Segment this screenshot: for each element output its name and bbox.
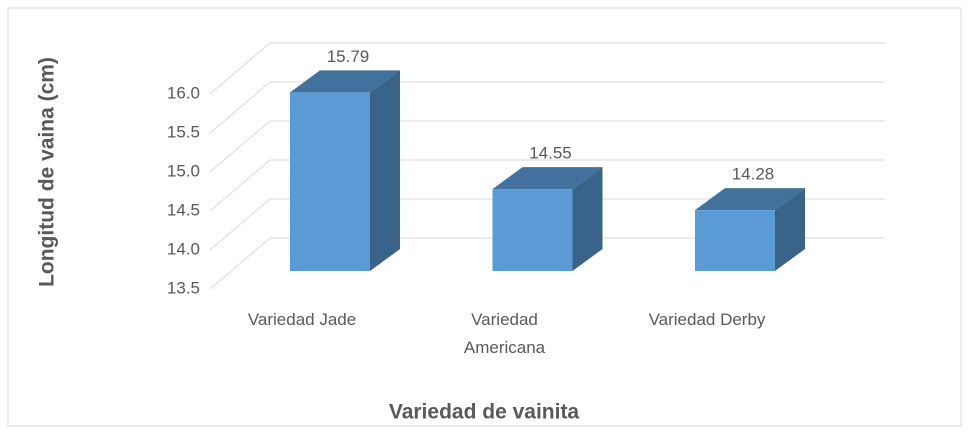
grid-line — [209, 159, 885, 212]
bar-top — [695, 188, 805, 211]
data-label: 15.79 — [327, 47, 370, 66]
grid-line — [209, 120, 885, 173]
grid-line — [209, 42, 885, 95]
x-axis-title: Variedad de vainita — [389, 401, 580, 424]
grid-line — [209, 237, 885, 290]
bar-top — [290, 70, 400, 93]
grid-line — [209, 81, 885, 134]
data-label: 14.55 — [529, 144, 572, 163]
data-label: 14.28 — [732, 165, 775, 184]
bar-side — [572, 167, 603, 271]
x-tick-label: Variedad Americana — [463, 310, 546, 357]
chart-border — [7, 7, 962, 427]
grid-line — [209, 198, 885, 251]
bar-side — [370, 70, 400, 271]
x-tick-label: Variedad Derby — [648, 310, 766, 329]
bar-side — [775, 188, 805, 271]
bar — [695, 210, 775, 271]
bar — [290, 92, 370, 271]
y-axis-title: Longitud de vaina (cm) — [36, 57, 59, 287]
bar — [492, 189, 573, 271]
x-tick-label: Variedad Jade — [247, 310, 357, 329]
bar-top — [492, 167, 603, 190]
y-tick-label: 15.5 — [167, 122, 200, 141]
y-tick-label: 13.5 — [167, 278, 200, 297]
y-tick-label: 14.0 — [167, 239, 200, 258]
y-tick-label: 14.5 — [167, 200, 200, 219]
y-tick-label: 16.0 — [167, 83, 200, 102]
y-tick-label: 15.0 — [167, 161, 200, 180]
